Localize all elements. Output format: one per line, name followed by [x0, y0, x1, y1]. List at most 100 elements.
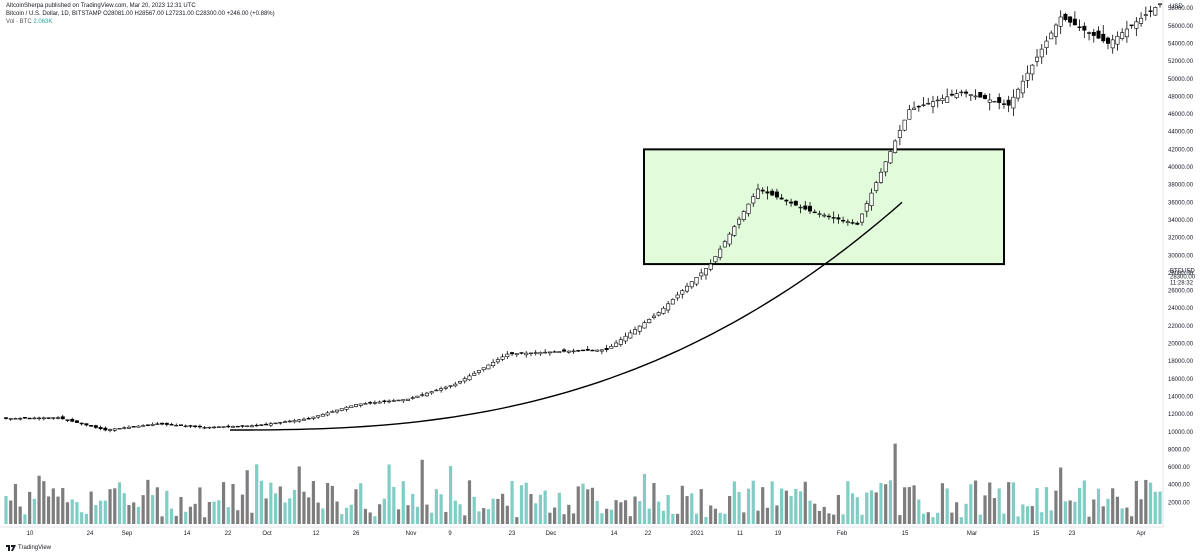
last-price-symbol: BTCUSD [1170, 268, 1195, 274]
candle [278, 422, 283, 424]
volume-bar [718, 512, 722, 524]
volume-bar [647, 508, 651, 524]
volume-bar [1054, 490, 1058, 524]
tradingview-label: TradingView [18, 545, 52, 551]
volume-bar [160, 516, 164, 524]
volume-bar [108, 489, 112, 524]
volume-bar [61, 488, 65, 524]
range-box-annotation[interactable] [643, 148, 1005, 266]
candle [1134, 21, 1139, 29]
candle [812, 211, 817, 214]
volume-bar [430, 512, 434, 524]
candle [637, 325, 642, 332]
volume-bar [1144, 479, 1148, 524]
volume-bar [1063, 501, 1068, 524]
candle [604, 348, 609, 350]
volume-bar [1068, 500, 1072, 524]
candle [1011, 96, 1016, 109]
volume-bar [666, 494, 670, 524]
candle [358, 403, 363, 406]
candle [845, 221, 850, 224]
volume-bar [117, 482, 122, 524]
candle [1044, 40, 1049, 48]
candle [1063, 13, 1068, 20]
candle [841, 219, 846, 222]
candle [580, 349, 585, 352]
tradingview-icon [6, 545, 16, 551]
candle [60, 416, 65, 420]
volume-bar [548, 512, 552, 524]
candle [566, 350, 571, 353]
candle [1105, 37, 1110, 44]
volume-bar [368, 512, 372, 524]
volume-bar [595, 500, 599, 524]
volume-bar [865, 492, 869, 524]
volume-bar [174, 515, 178, 524]
candle [434, 389, 439, 392]
parabolic-curve-annotation[interactable] [230, 201, 903, 431]
volume-bar [165, 490, 169, 524]
time-tick-label: 24 [87, 531, 94, 537]
tradingview-logo[interactable]: TradingView [6, 545, 51, 551]
volume-bar [794, 488, 798, 524]
volume-bar [297, 466, 301, 524]
candle [741, 211, 746, 220]
volume-bar [32, 498, 36, 524]
volume-bar [850, 493, 855, 524]
candle [349, 405, 354, 409]
volume-bar [434, 489, 438, 524]
volume-bar [463, 515, 467, 524]
candle [912, 107, 917, 110]
candle [1087, 32, 1092, 34]
volume-bar [330, 485, 334, 524]
volume-bar [955, 502, 959, 524]
candle [784, 199, 789, 202]
candle [1053, 24, 1058, 37]
candle [864, 203, 869, 212]
volume-bar [226, 507, 230, 524]
candle [335, 409, 340, 413]
candle [448, 385, 453, 387]
candle [817, 213, 822, 215]
candle [297, 419, 302, 422]
price-tick-label: 12000.00 [1168, 412, 1194, 418]
volume-bar [482, 508, 486, 524]
candle [708, 263, 713, 270]
volume-bar [4, 496, 8, 524]
volume-bar [638, 501, 642, 524]
candle [997, 97, 1002, 103]
candle [160, 422, 165, 425]
volume-bar [1148, 482, 1153, 524]
candle [415, 395, 420, 398]
volume-bar [458, 504, 462, 524]
volume-bar [354, 489, 358, 524]
candle [89, 425, 94, 427]
candle [178, 424, 183, 426]
volume-bar [486, 509, 491, 524]
volume-bar [217, 500, 221, 524]
candle [443, 386, 448, 389]
candle [505, 353, 510, 357]
volume-bar [155, 487, 159, 524]
candle [249, 425, 254, 428]
volume-bar [903, 487, 907, 524]
candle [117, 428, 122, 430]
candle [330, 411, 335, 413]
candle [983, 95, 988, 99]
volume-bar [770, 481, 774, 524]
volume-bar [969, 484, 973, 524]
candle [562, 349, 567, 352]
candle [798, 206, 803, 209]
candle [207, 426, 212, 429]
volume-bar [439, 494, 443, 524]
volume-bar [694, 513, 699, 524]
price-axis-area[interactable] [1163, 0, 1200, 556]
volume-bar [344, 507, 349, 524]
candle [1077, 26, 1082, 28]
volume-bar [411, 493, 415, 524]
volume-bar [780, 488, 784, 524]
candle [344, 406, 349, 410]
volume-bar [936, 512, 940, 524]
price-tick-label: 58000.00 [1168, 6, 1194, 12]
